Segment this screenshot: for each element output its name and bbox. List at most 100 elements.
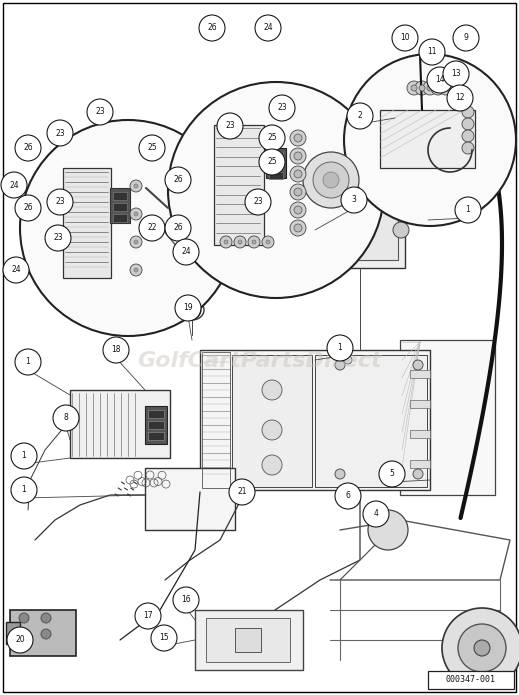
Text: 1: 1: [466, 206, 470, 215]
Bar: [145, 468, 235, 530]
Text: 23: 23: [253, 197, 263, 206]
Text: 26: 26: [23, 143, 33, 152]
Bar: [148, 421, 164, 429]
Bar: [113, 203, 127, 211]
Bar: [113, 192, 127, 200]
Circle shape: [151, 625, 177, 651]
Circle shape: [419, 39, 445, 65]
Text: 23: 23: [225, 122, 235, 131]
Text: 15: 15: [159, 634, 169, 642]
Circle shape: [413, 360, 423, 370]
Circle shape: [393, 222, 409, 238]
Circle shape: [323, 193, 337, 207]
Text: 10: 10: [400, 33, 410, 42]
Circle shape: [341, 187, 367, 213]
Circle shape: [220, 236, 232, 248]
Circle shape: [130, 180, 142, 192]
Circle shape: [103, 337, 129, 363]
Circle shape: [303, 152, 359, 208]
Circle shape: [1, 172, 27, 198]
Text: 24: 24: [11, 265, 21, 275]
Bar: [200, 350, 430, 490]
Circle shape: [15, 195, 41, 221]
Circle shape: [269, 95, 295, 121]
Circle shape: [294, 134, 302, 142]
Text: 26: 26: [207, 24, 217, 33]
Bar: [232, 355, 312, 487]
Circle shape: [234, 236, 246, 248]
Circle shape: [462, 142, 474, 154]
Circle shape: [368, 193, 382, 207]
Circle shape: [442, 608, 519, 688]
Bar: [266, 148, 286, 178]
Circle shape: [294, 170, 302, 178]
Circle shape: [134, 240, 138, 244]
Circle shape: [462, 106, 474, 118]
Circle shape: [87, 99, 113, 125]
Text: 23: 23: [95, 108, 105, 117]
Circle shape: [294, 152, 302, 160]
Bar: [145, 406, 167, 444]
Circle shape: [327, 335, 353, 361]
Circle shape: [19, 629, 29, 639]
Circle shape: [3, 257, 29, 283]
Bar: [235, 628, 261, 652]
Text: 16: 16: [181, 596, 191, 605]
Text: GolfCartPartsDirect: GolfCartPartsDirect: [137, 352, 382, 371]
Circle shape: [252, 240, 256, 244]
Circle shape: [45, 225, 71, 251]
Circle shape: [262, 236, 274, 248]
Circle shape: [335, 360, 345, 370]
Bar: [380, 110, 475, 168]
Bar: [428, 671, 514, 689]
Circle shape: [224, 240, 228, 244]
Circle shape: [20, 120, 236, 336]
Circle shape: [413, 469, 423, 479]
Circle shape: [462, 130, 474, 142]
Circle shape: [217, 113, 243, 139]
Text: 25: 25: [267, 133, 277, 142]
Text: 24: 24: [263, 24, 273, 33]
Circle shape: [408, 83, 422, 97]
Circle shape: [412, 63, 418, 69]
Circle shape: [262, 455, 282, 475]
Circle shape: [412, 111, 418, 117]
Bar: [269, 162, 283, 169]
Text: 9: 9: [463, 33, 469, 42]
Circle shape: [290, 130, 306, 146]
Circle shape: [262, 420, 282, 440]
Text: 12: 12: [455, 94, 465, 102]
Circle shape: [41, 629, 51, 639]
Text: 18: 18: [111, 345, 121, 354]
Bar: [315, 355, 427, 487]
Circle shape: [238, 240, 242, 244]
Text: 22: 22: [147, 224, 157, 233]
Circle shape: [431, 81, 445, 95]
Circle shape: [443, 85, 449, 91]
Circle shape: [266, 240, 270, 244]
Circle shape: [474, 640, 490, 656]
Circle shape: [313, 162, 349, 198]
Circle shape: [379, 461, 405, 487]
Circle shape: [412, 75, 418, 81]
Text: 13: 13: [451, 70, 461, 79]
Circle shape: [453, 25, 479, 51]
Circle shape: [412, 87, 418, 93]
Bar: [10, 610, 76, 656]
Text: 23: 23: [55, 129, 65, 138]
Text: 24: 24: [9, 181, 19, 190]
Circle shape: [173, 587, 199, 613]
Circle shape: [347, 103, 373, 129]
Circle shape: [462, 118, 474, 130]
Text: 5: 5: [390, 470, 394, 478]
Circle shape: [323, 172, 339, 188]
Text: 23: 23: [277, 104, 287, 113]
Circle shape: [447, 85, 473, 111]
Circle shape: [290, 202, 306, 218]
Circle shape: [408, 71, 422, 85]
Circle shape: [335, 483, 361, 509]
Circle shape: [130, 236, 142, 248]
Circle shape: [455, 197, 481, 223]
Text: 26: 26: [173, 224, 183, 233]
Circle shape: [259, 149, 285, 175]
